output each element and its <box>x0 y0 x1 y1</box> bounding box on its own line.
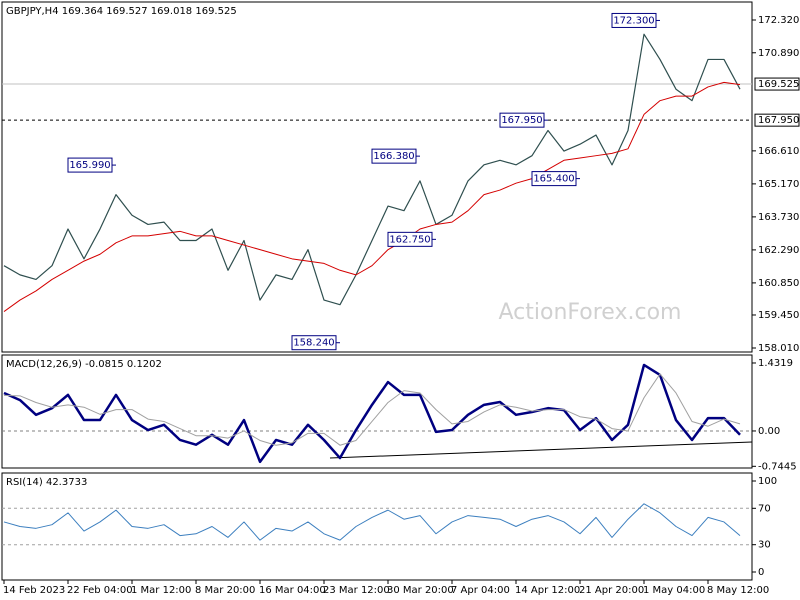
y-tick-label: 160.850 <box>758 278 799 289</box>
y-tick-label: 1.4319 <box>758 358 793 369</box>
annotation-box <box>531 171 577 187</box>
x-tick-label: 14 Apr 12:00 <box>515 585 580 596</box>
panel-title: RSI(14) 42.3733 <box>6 477 87 488</box>
y-tick-label: 159.450 <box>758 310 799 321</box>
y-tick-label: 163.730 <box>758 212 799 223</box>
watermark: ActionForex.com <box>499 300 682 325</box>
annotation-box <box>67 157 113 173</box>
y-tick-label: 162.290 <box>758 245 799 256</box>
series-line <box>3 373 741 446</box>
series-line <box>3 33 741 306</box>
x-tick-label: 21 Apr 20:00 <box>579 585 644 596</box>
y-tick-label: 166.610 <box>758 146 799 157</box>
level-label-box <box>754 113 800 127</box>
annotation-box <box>611 12 657 28</box>
annotation-box <box>499 112 545 128</box>
y-tick-label: 172.320 <box>758 15 799 26</box>
level-label: 167.950 <box>758 115 799 126</box>
x-tick-label: 8 May 12:00 <box>707 585 769 596</box>
series-line <box>3 363 741 464</box>
x-tick-label: 8 Mar 20:00 <box>195 585 255 596</box>
annotation-label: 166.380 <box>373 151 414 162</box>
y-tick-label: 30 <box>758 540 771 551</box>
level-label: 169.525 <box>758 79 799 90</box>
y-tick-label: 100 <box>758 476 777 487</box>
annotation-label: 172.300 <box>613 15 654 26</box>
y-tick-label: 158.010 <box>758 343 799 354</box>
y-tick-label: 170.890 <box>758 48 799 59</box>
y-tick-label: 165.170 <box>758 179 799 190</box>
y-tick-label: 0 <box>758 567 764 578</box>
x-tick-label: 22 Feb 04:00 <box>67 585 133 596</box>
x-tick-label: 14 Feb 2023 <box>3 585 65 596</box>
y-tick-label: 70 <box>758 503 771 514</box>
panel-frame <box>1 354 753 469</box>
x-tick-label: 1 Mar 12:00 <box>131 585 191 596</box>
series-line <box>3 81 741 312</box>
annotation-box <box>291 335 337 351</box>
x-tick-label: 16 Mar 04:00 <box>259 585 326 596</box>
annotation-label: 162.750 <box>389 234 430 245</box>
annotation-label: 165.400 <box>533 174 574 185</box>
x-tick-label: 30 Mar 20:00 <box>387 585 454 596</box>
x-tick-label: 7 Apr 04:00 <box>451 585 510 596</box>
level-label-box <box>754 77 800 91</box>
x-tick-label: 23 Mar 12:00 <box>323 585 390 596</box>
panel-title: GBPJPY,H4 169.364 169.527 169.018 169.52… <box>6 6 237 17</box>
x-tick-label: 1 May 04:00 <box>643 585 705 596</box>
annotation-box <box>371 148 417 164</box>
panel-title: MACD(12,26,9) -0.0815 0.1202 <box>6 359 162 370</box>
panel-frame <box>1 472 753 581</box>
annotation-box <box>387 231 433 247</box>
annotation-label: 165.990 <box>69 160 110 171</box>
annotation-label: 158.240 <box>293 338 334 349</box>
series-line <box>3 503 741 541</box>
annotation-label: 167.950 <box>501 115 542 126</box>
y-tick-label: -0.7445 <box>758 461 797 472</box>
y-tick-label: 0.00 <box>758 426 780 437</box>
trendline <box>329 441 753 459</box>
panel-frame <box>1 1 753 353</box>
